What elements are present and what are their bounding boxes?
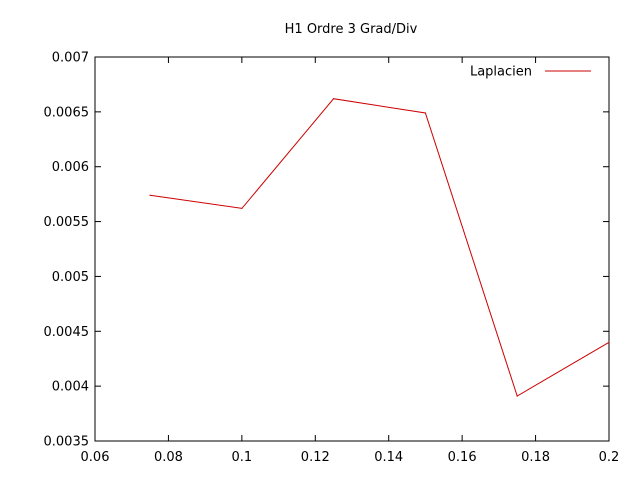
data-point [516,395,518,397]
x-tick-label: 0.2 [599,450,620,465]
legend: Laplacien [470,65,591,80]
x-tick-label: 0.06 [81,450,110,465]
series-line-laplacien [150,98,610,397]
y-tick-label: 0.006 [52,160,89,175]
data-point [241,207,243,210]
x-tick-label: 0.1 [232,450,253,465]
y-tick-label: 0.0065 [44,105,90,120]
y-tick-label: 0.007 [52,51,89,66]
plot-frame [94,56,610,442]
y-tick-label: 0.0045 [44,325,90,340]
chart-title: H1 Ordre 3 Grad/Div [285,22,418,37]
x-tick-label: 0.14 [374,450,403,465]
x-tick-label: 0.18 [521,450,550,465]
x-tick-label: 0.08 [154,450,183,465]
axes: 0.06 0.08 0.1 0.12 0.14 0.16 0.18 0.2 0.0035 0.00… [44,51,620,466]
x-tick-label: 0.16 [448,450,477,465]
y-tick-label: 0.005 [52,270,89,285]
x-tick-label: 0.12 [301,450,330,465]
series-layer [149,98,610,397]
legend-label: Laplacien [470,65,532,80]
y-tick-label: 0.0035 [44,435,90,450]
data-point [424,112,427,114]
data-point [149,194,151,196]
data-point [333,98,335,100]
y-tick-label: 0.0055 [44,215,90,230]
data-point [608,341,610,343]
y-tick-label: 0.004 [52,380,89,395]
